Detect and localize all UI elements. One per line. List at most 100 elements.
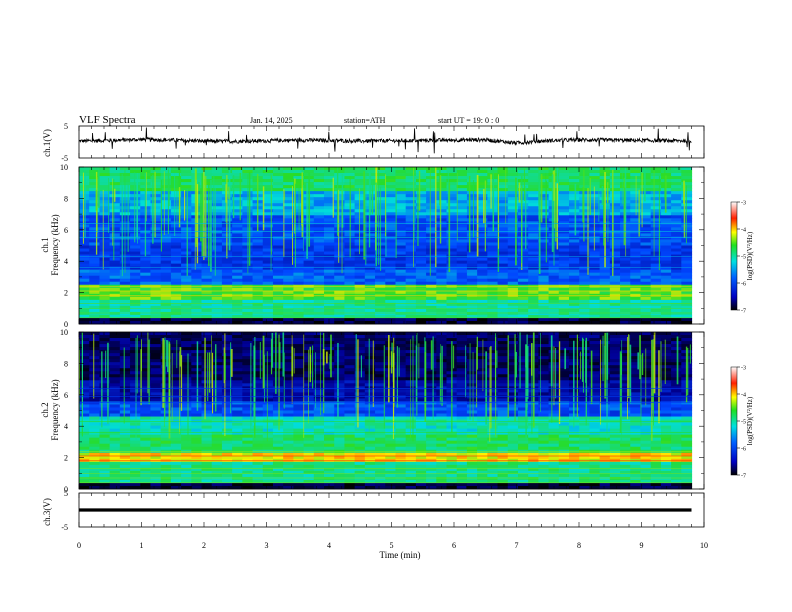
spectrogram-cell <box>660 221 672 225</box>
spectrogram-cell <box>405 395 417 399</box>
spectrogram-cell <box>456 275 468 280</box>
spectrogram-cell <box>303 332 315 336</box>
spectrogram-cell <box>569 263 580 268</box>
spectrogram-cell <box>89 182 101 186</box>
spectrogram-cell <box>385 296 397 301</box>
spectrogram-cell <box>415 188 427 192</box>
spectrogram-cell <box>456 389 468 393</box>
spectrogram-cell <box>109 347 121 351</box>
spectrogram-cell <box>609 380 621 384</box>
spectrogram-cell <box>181 413 192 417</box>
spectrogram-cell <box>630 347 642 351</box>
spectrogram-cell <box>283 209 294 213</box>
spectrogram-cell <box>538 266 550 271</box>
spectrogram-cell <box>272 209 284 213</box>
spectrogram-cell <box>660 383 672 387</box>
spectrogram-cell <box>538 404 550 408</box>
spectrogram-cell <box>477 287 488 292</box>
spectrogram-cell <box>640 266 652 271</box>
spectrogram-cell <box>681 275 693 280</box>
spectrogram-cell <box>201 248 213 252</box>
spectrogram-cell <box>181 290 192 295</box>
spectrogram-cell <box>79 227 90 231</box>
spectrogram-cell <box>221 377 233 381</box>
spectrogram-cell <box>436 338 448 342</box>
spectrogram-cell <box>395 347 407 351</box>
spectrogram-cell <box>456 173 468 177</box>
spectrogram-cell <box>89 317 101 322</box>
spectrogram-cell <box>334 350 346 354</box>
spectrogram-cell <box>456 242 468 246</box>
spectrogram-cell <box>191 380 203 384</box>
spectrogram-cell <box>313 173 325 177</box>
spectrogram-cell <box>558 269 570 274</box>
spectrogram-cell <box>558 353 570 357</box>
spectrogram-cell <box>446 185 458 189</box>
spectrogram-cell <box>456 386 468 390</box>
spectrogram-cell <box>660 368 672 372</box>
spectrogram-cell <box>415 266 427 271</box>
spectrogram-cell <box>671 389 682 393</box>
spectrogram-cell <box>507 227 519 231</box>
spectrogram-cell <box>436 269 448 274</box>
spectrogram-cell <box>262 221 274 225</box>
spectrogram-cell <box>232 209 243 213</box>
spectrogram-cell <box>130 197 141 201</box>
spectrogram-cell <box>507 404 519 408</box>
spectrogram-cell <box>538 215 550 219</box>
spectrogram-cell <box>313 281 325 286</box>
spectrogram-cell <box>579 296 591 301</box>
spectrogram-cell <box>211 317 223 322</box>
spectrogram-cell <box>109 404 121 408</box>
spectrogram-cell <box>79 320 90 325</box>
spectrogram-cell <box>446 212 458 216</box>
spectrogram-cell <box>130 179 141 183</box>
spectrogram-cell <box>650 302 662 307</box>
spectrogram-cell <box>201 269 213 274</box>
spectrogram-cell <box>211 239 223 243</box>
spectrogram-cell <box>272 353 284 357</box>
spectrogram-cell <box>589 200 601 204</box>
spectrogram-cell <box>364 368 376 372</box>
spectrogram-cell <box>150 296 162 301</box>
spectrogram-cell <box>324 308 335 313</box>
spectrogram-cell <box>477 278 488 283</box>
spectrogram-cell <box>232 197 243 201</box>
spectrogram-cell <box>405 227 417 231</box>
spectrogram-cell <box>385 257 397 261</box>
spectrogram-cell <box>395 242 407 246</box>
spectrogram-cell <box>385 194 397 198</box>
spectrogram-cell <box>395 260 407 265</box>
spectrogram-cell <box>507 311 519 316</box>
spectrogram-cell <box>569 182 580 186</box>
spectrogram-cell <box>579 263 591 268</box>
spectrogram-cell <box>160 365 172 369</box>
spectrogram-cell <box>456 245 468 249</box>
spectrogram-cell <box>130 185 141 189</box>
spectrogram-cell <box>211 176 223 180</box>
spectrogram-cell <box>79 170 90 174</box>
spectrogram-cell <box>79 356 90 360</box>
spectrogram-cell <box>354 251 366 255</box>
spectrogram-cell <box>79 281 90 286</box>
spectrogram-cell <box>395 320 407 325</box>
spectrogram-cell <box>324 344 335 348</box>
spectrogram-cell <box>181 263 192 268</box>
spectrogram-cell <box>579 338 591 342</box>
spectrogram-cell <box>446 200 458 204</box>
spectrogram-cell <box>150 305 162 310</box>
spectrogram-cell <box>252 263 264 268</box>
spectrogram-cell <box>599 275 611 280</box>
spectrogram-cell <box>436 317 448 322</box>
spectrogram-cell <box>517 251 529 255</box>
spectrogram-cell <box>109 203 121 207</box>
spectrogram-cell <box>130 338 141 342</box>
spectrogram-cell <box>436 182 448 186</box>
spectrogram-cell <box>262 260 274 265</box>
spectrogram-cell <box>426 197 437 201</box>
spectrogram-cell <box>538 410 550 414</box>
spectrogram-cell <box>405 230 417 234</box>
spectrogram-cell <box>630 386 642 390</box>
spectrogram-cell <box>262 371 274 375</box>
spectrogram-cell <box>609 227 621 231</box>
